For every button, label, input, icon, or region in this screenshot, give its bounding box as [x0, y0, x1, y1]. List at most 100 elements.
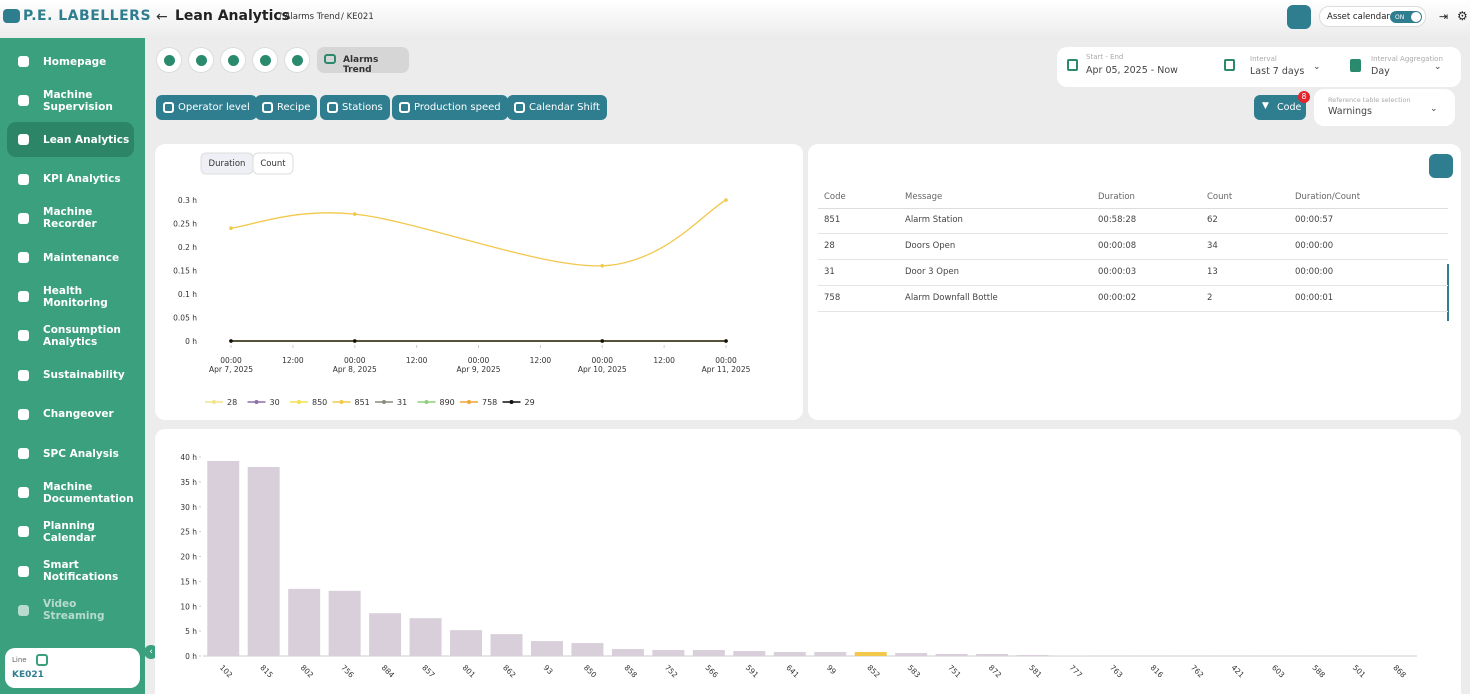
- table-cell: 00:00:00: [1295, 267, 1333, 277]
- table-cell: 851: [824, 215, 840, 225]
- bar[interactable]: [774, 652, 806, 656]
- nav-item[interactable]: Consumption Analytics: [7, 318, 134, 353]
- x-tick-label: 777: [1068, 663, 1085, 680]
- bar[interactable]: [248, 467, 280, 656]
- legend-item[interactable]: 30: [248, 398, 280, 407]
- icon-button[interactable]: [156, 47, 182, 73]
- bar[interactable]: [450, 630, 482, 656]
- nav-item[interactable]: Machine Supervision: [7, 83, 134, 118]
- asset-calendar[interactable]: Asset calendar ON: [1319, 6, 1426, 27]
- x-tick-label: 872: [987, 663, 1004, 680]
- nav-item[interactable]: Lean Analytics: [7, 122, 134, 157]
- toggle-button[interactable]: Duration: [201, 153, 253, 174]
- logout[interactable]: ⇥: [1439, 10, 1448, 23]
- nav-item[interactable]: KPI Analytics: [7, 162, 134, 197]
- x-tick-label: 12:00: [282, 356, 304, 365]
- bar[interactable]: [814, 652, 846, 656]
- breadcrumb[interactable]: / Alarms Trend: [279, 12, 340, 22]
- nav-item[interactable]: Planning Calendar: [7, 514, 134, 549]
- bar[interactable]: [855, 652, 887, 656]
- bar[interactable]: [531, 641, 563, 656]
- bar[interactable]: [733, 651, 765, 656]
- legend-item[interactable]: 851: [333, 398, 370, 407]
- y-tick-label: 20 h: [180, 553, 197, 562]
- y-tick-label: 0 h: [185, 652, 197, 661]
- download-button[interactable]: [1429, 154, 1453, 178]
- bar[interactable]: [329, 591, 361, 656]
- bar[interactable]: [1017, 655, 1049, 656]
- filter-button[interactable]: Production speed: [392, 95, 508, 120]
- line-label: Line: [12, 656, 27, 664]
- nav-item[interactable]: Smart Notifications: [7, 554, 134, 589]
- toggle-button[interactable]: Count: [253, 153, 293, 174]
- bar[interactable]: [491, 634, 523, 656]
- nav-label: Machine Supervision: [43, 89, 134, 113]
- bar[interactable]: [976, 654, 1008, 656]
- table-cell: 00:00:00: [1295, 241, 1333, 251]
- icon-button[interactable]: [284, 47, 310, 73]
- icon-button[interactable]: [252, 47, 278, 73]
- x-tick-label: 862: [501, 663, 518, 680]
- legend-item[interactable]: 28: [205, 398, 237, 407]
- legend-item[interactable]: 890: [418, 398, 455, 407]
- row-divider: [818, 311, 1448, 312]
- x-tick-date: Apr 10, 2025: [578, 365, 627, 374]
- bar[interactable]: [936, 654, 968, 656]
- reference-value: Warnings: [1328, 106, 1372, 117]
- nav-item[interactable]: Maintenance: [7, 240, 134, 275]
- x-tick-label: 00:00: [220, 356, 242, 365]
- bar[interactable]: [369, 613, 401, 656]
- x-tick-label: 12:00: [530, 356, 552, 365]
- filter-button[interactable]: Recipe: [255, 95, 317, 120]
- chevron: ⌄: [1313, 62, 1321, 72]
- nav-item[interactable]: Machine Documentation: [7, 475, 134, 510]
- icon-button[interactable]: [220, 47, 246, 73]
- y-tick-label: 10 h: [180, 602, 197, 611]
- filter-button[interactable]: Stations: [320, 95, 390, 120]
- bar[interactable]: [571, 643, 603, 656]
- legend-item[interactable]: 850: [290, 398, 327, 407]
- nav-item[interactable]: Homepage: [7, 44, 134, 79]
- nav-item[interactable]: Changeover: [7, 397, 134, 432]
- nav-item[interactable]: Machine Recorder: [7, 201, 134, 236]
- nav-label: Machine Recorder: [43, 206, 134, 230]
- download-button[interactable]: [1287, 5, 1311, 29]
- filter-button[interactable]: Operator level: [156, 95, 257, 120]
- nav-item[interactable]: Video Streaming: [7, 593, 134, 628]
- back-arrow[interactable]: ←: [156, 9, 168, 25]
- legend-item[interactable]: 758: [460, 398, 497, 407]
- bar[interactable]: [612, 649, 644, 656]
- nav-icon: [18, 291, 29, 302]
- nav-label: Machine Documentation: [43, 481, 134, 505]
- start-end-value[interactable]: Apr 05, 2025 - Now: [1086, 65, 1178, 76]
- line-card[interactable]: Line KE021: [5, 648, 140, 688]
- nav-icon: [18, 605, 29, 616]
- active-tab[interactable]: Alarms Trend: [317, 47, 409, 73]
- scrollbar[interactable]: [1447, 264, 1449, 321]
- filter-button[interactable]: Calendar Shift: [507, 95, 607, 120]
- reference-card[interactable]: Reference table selection Warnings ⌄: [1314, 89, 1455, 126]
- bar[interactable]: [652, 650, 684, 656]
- code-button[interactable]: ▼ Code 8: [1254, 95, 1306, 120]
- breadcrumb[interactable]: / KE021: [341, 12, 374, 22]
- icon-button[interactable]: [188, 47, 214, 73]
- legend-item[interactable]: 29: [503, 398, 535, 407]
- aggregation-value[interactable]: Day: [1371, 66, 1390, 77]
- bar[interactable]: [410, 618, 442, 656]
- nav-item[interactable]: Health Monitoring: [7, 279, 134, 314]
- nav-icon: [18, 566, 29, 577]
- nav-item[interactable]: SPC Analysis: [7, 436, 134, 471]
- x-tick-label: 763: [1108, 663, 1125, 680]
- y-tick-label: 0.05 h: [173, 314, 197, 323]
- bar[interactable]: [207, 461, 239, 656]
- bar[interactable]: [288, 589, 320, 656]
- row-divider: [818, 285, 1448, 286]
- bar[interactable]: [693, 650, 725, 656]
- bar[interactable]: [895, 653, 927, 656]
- table-cell: 00:00:57: [1295, 215, 1333, 225]
- y-tick-label: 35 h: [180, 478, 197, 487]
- nav-item[interactable]: Sustainability: [7, 358, 134, 393]
- interval-value[interactable]: Last 7 days: [1250, 66, 1304, 77]
- legend-item[interactable]: 31: [375, 398, 407, 407]
- settings[interactable]: ⚙: [1457, 9, 1468, 23]
